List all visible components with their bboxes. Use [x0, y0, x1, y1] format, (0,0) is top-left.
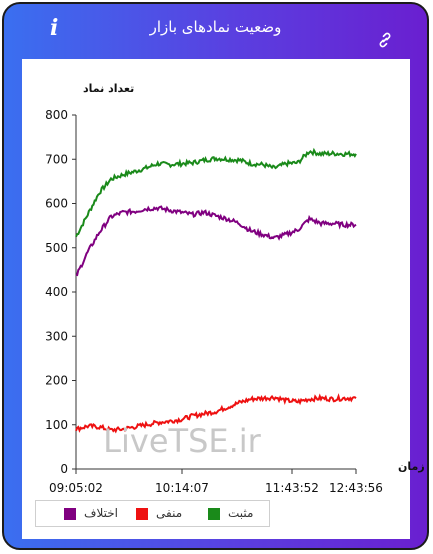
y-tick-label: 500 — [45, 241, 68, 255]
widget-frame: i وضعیت نمادهای بازار — [2, 2, 429, 550]
legend-swatch — [208, 508, 220, 520]
legend: مثبت منفی اختلاف — [35, 500, 270, 527]
series-line-2 — [75, 205, 357, 277]
y-tick-label: 600 — [45, 197, 68, 211]
legend-label: اختلاف — [84, 506, 118, 520]
y-tick-label: 100 — [45, 418, 68, 432]
series-line-1 — [75, 393, 357, 434]
x-tick-label: 11:43:52 — [265, 481, 319, 495]
title-bar: i وضعیت نمادهای بازار — [4, 4, 427, 56]
x-axis-label: زمان — [398, 460, 425, 473]
widget-title: وضعیت نمادهای بازار — [149, 18, 282, 36]
y-tick-label: 800 — [45, 108, 68, 122]
x-tick-label: 09:05:02 — [49, 481, 103, 495]
legend-label: مثبت — [228, 506, 254, 520]
legend-swatch — [136, 508, 148, 520]
series-lines — [75, 147, 357, 434]
watermark: LiveTSE.ir — [103, 422, 261, 460]
y-tick-label: 200 — [45, 374, 68, 388]
x-tick-label: 10:14:07 — [155, 481, 209, 495]
x-tick-label: 12:43:56 — [329, 481, 383, 495]
y-tick-label: 0 — [60, 462, 68, 476]
axes: 0 100 200 300 400 500 600 700 800 09:05:02 10:14:0… — [45, 108, 383, 495]
y-tick-label: 700 — [45, 152, 68, 166]
y-tick-label: 300 — [45, 329, 68, 343]
legend-label: منفی — [156, 506, 183, 520]
series-line-0 — [75, 147, 357, 238]
link-icon[interactable] — [376, 31, 394, 49]
y-axis-label: تعداد نماد — [83, 82, 134, 95]
legend-swatch — [64, 508, 76, 520]
info-icon[interactable]: i — [50, 15, 59, 41]
y-tick-label: 400 — [45, 285, 68, 299]
chart-panel — [22, 59, 410, 539]
